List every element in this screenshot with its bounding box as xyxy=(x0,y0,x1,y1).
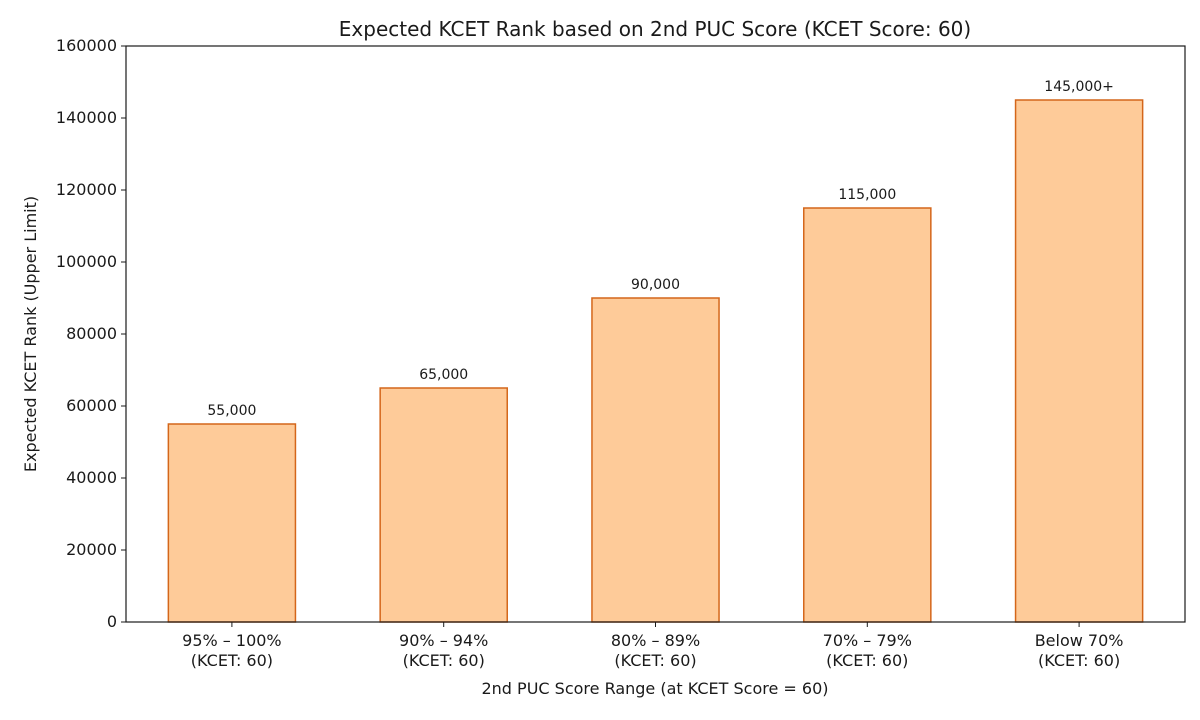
x-tick-label-2-0: 80% – 89% xyxy=(611,631,700,650)
y-tick-label-6: 120000 xyxy=(56,180,117,199)
x-tick-label-0-1: (KCET: 60) xyxy=(191,651,273,670)
bar-2 xyxy=(591,297,720,623)
data-label-3: 115,000 xyxy=(838,187,896,203)
y-axis: 0 20000 40000 60000 80000 100000 120000 140000 1… xyxy=(56,36,126,631)
bar-1 xyxy=(379,387,508,623)
x-tick-label-3-0: 70% – 79% xyxy=(823,631,912,650)
bar-0 xyxy=(167,423,297,623)
data-label-2: 90,000 xyxy=(631,277,680,293)
data-label-4: 145,000+ xyxy=(1044,79,1114,95)
bars-group xyxy=(167,99,1144,623)
x-axis-title: 2nd PUC Score Range (at KCET Score = 60) xyxy=(481,679,828,698)
y-tick-label-5: 100000 xyxy=(56,252,117,271)
x-tick-label-4-0: Below 70% xyxy=(1035,631,1124,650)
data-label-1: 65,000 xyxy=(419,367,468,383)
x-tick-label-2-1: (KCET: 60) xyxy=(614,651,696,670)
x-tick-label-4-1: (KCET: 60) xyxy=(1038,651,1120,670)
y-axis-title: Expected KCET Rank (Upper Limit) xyxy=(21,196,40,472)
y-tick-label-2: 40000 xyxy=(66,468,117,487)
x-axis: 95% – 100%(KCET: 60)90% – 94%(KCET: 60)8… xyxy=(182,622,1123,670)
data-labels-group: 55,000 65,000 90,000 115,000 145,000+ xyxy=(207,79,1114,419)
y-tick-label-3: 60000 xyxy=(66,396,117,415)
x-tick-label-1-1: (KCET: 60) xyxy=(403,651,485,670)
y-tick-label-7: 140000 xyxy=(56,108,117,127)
y-tick-label-8: 160000 xyxy=(56,36,117,55)
x-tick-label-0-0: 95% – 100% xyxy=(182,631,281,650)
plot-frame xyxy=(125,45,1186,623)
data-label-0: 55,000 xyxy=(207,403,256,419)
bar-4 xyxy=(1014,99,1144,623)
y-tick-label-4: 80000 xyxy=(66,324,117,343)
x-tick-label-1-0: 90% – 94% xyxy=(399,631,488,650)
bar-3 xyxy=(803,207,932,623)
chart-title: Expected KCET Rank based on 2nd PUC Scor… xyxy=(339,17,971,41)
y-tick-label-0: 0 xyxy=(107,612,117,631)
x-tick-label-3-1: (KCET: 60) xyxy=(826,651,908,670)
y-tick-label-1: 20000 xyxy=(66,540,117,559)
